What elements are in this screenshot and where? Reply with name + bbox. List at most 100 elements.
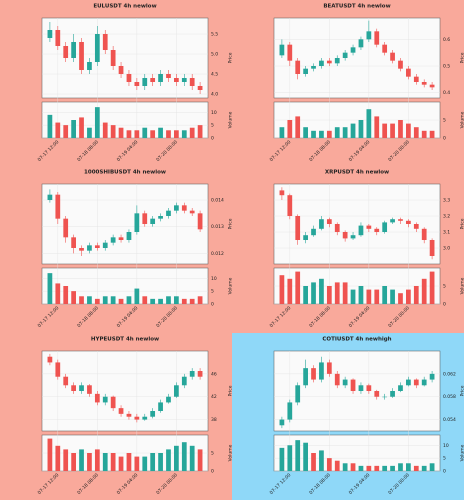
volume-bar [189,298,195,304]
volume-bar [110,125,116,138]
volume-bar [358,286,364,304]
candle-body [311,66,316,69]
candle-body [319,362,324,380]
volume-bar [303,127,308,138]
y-tick-label: 3.1 [443,230,450,236]
y2-tick-label: 10 [211,110,217,116]
candle-body [47,194,53,200]
candle-body [319,60,324,66]
volume-bar [382,465,388,471]
volume-bar [87,127,92,138]
volume-bar [334,127,340,138]
candle-body [197,86,203,90]
y2-axis-label: Volume [228,111,234,128]
volume-bar [47,114,53,138]
volume-bar [374,465,380,471]
volume-bar [319,278,324,304]
candle-body [189,210,195,214]
y-tick-label: 0.6 [443,37,450,43]
y-tick-label: 3.2 [443,214,450,220]
volume-bar [150,298,156,304]
chart-panel: 1000SHIBUSDT 4h newlow 0.012 0.013 0.014 0 5 1… [0,166,234,333]
candle-body [382,396,388,398]
y2-tick-label: 5 [443,118,446,124]
volume-bar [63,286,69,304]
candle-body [390,52,395,61]
candle-body [421,228,427,240]
candle-body [358,385,364,391]
chart-title: HYPEUSDT 4h newlow [91,337,159,343]
volume-bar [334,460,340,471]
chart-panel: COTIUSDT 4h newhigh0.0540.0580.062051007… [232,333,464,500]
chart-title: 1000SHIBUSDT 4h newlow [84,170,166,176]
volume-bar [374,116,380,138]
volume-bar [71,453,76,471]
volume-bar [102,296,108,304]
volume-bar [287,278,293,304]
candle-body [287,44,293,61]
y2-tick-label: 0 [211,136,214,142]
candle-body [413,224,419,229]
volume-bar [55,445,61,471]
y-axis-label: Price [460,52,464,63]
candle-body [110,396,116,409]
candle-body [174,385,179,397]
volume-bar [319,450,324,471]
candle-body [413,76,419,82]
volume-bar [181,130,187,138]
y-tick-label: 5.5 [211,32,218,38]
price-plot-area [41,183,209,265]
candle-body [295,385,301,403]
candle-body [366,385,372,391]
volume-bar [166,296,171,304]
y2-axis-label: Volume [228,444,234,461]
volume-bar [55,122,61,138]
candle-body [118,237,124,240]
volume-bar [311,130,316,138]
y2-tick-label: 5 [443,456,446,462]
y-tick-label: 0.058 [443,394,456,400]
candle-body [142,416,148,420]
volume-bar [279,127,285,138]
volume-bar [390,123,395,138]
y2-tick-label: 10 [211,276,217,282]
volume-bar [189,445,195,471]
y-axis-label: Price [228,52,234,63]
volume-bar [47,438,53,471]
candle-body [79,385,84,391]
candle-body [366,31,372,40]
candle-body [134,213,140,232]
y2-axis-label: Volume [228,277,234,294]
y-tick-label: 0.062 [443,371,456,377]
candle-body [429,84,435,88]
candle-body [87,385,92,394]
volume-bar [421,278,427,304]
volume-bar [94,449,100,471]
volume-bar [413,465,419,471]
candle-body [174,205,179,211]
candle-body [311,228,316,236]
price-plot-area [41,17,209,99]
candle-body [326,362,332,374]
candle-body [79,42,84,70]
volume-bar [71,291,76,304]
volume-bar [350,123,356,138]
volume-bar [287,120,293,138]
volume-bar [295,116,301,138]
volume-bar [303,286,308,304]
y2-tick-label: 0 [443,302,446,308]
volume-plot-area [41,267,209,305]
candle-body [197,371,203,377]
y-tick-label: 0.012 [211,251,224,257]
candle-body [166,210,171,216]
volume-bar [287,445,293,471]
candle-body [110,50,116,66]
candle-body [390,391,395,397]
candle-body [55,362,61,377]
volume-bar [142,127,148,138]
y-tick-label: 0.4 [443,90,450,96]
